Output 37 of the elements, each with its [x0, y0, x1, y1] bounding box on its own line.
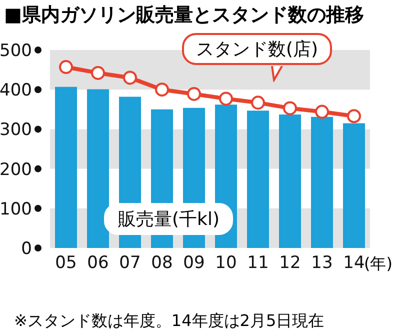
y-tick-label: 200 [0, 160, 32, 180]
x-tick-label: 14 [343, 253, 365, 274]
bar [55, 86, 77, 248]
y-tick-label: 100 [0, 199, 32, 220]
bar [279, 114, 301, 248]
series-label: 販売量(千kl) [104, 203, 234, 235]
y-tick-label: 400 [0, 80, 32, 101]
x-tick-label: 06 [87, 253, 109, 274]
bar [343, 123, 365, 248]
point [283, 101, 297, 116]
y-tick-label: 300 [0, 120, 32, 140]
x-tick-label: 13 [311, 253, 333, 274]
point [59, 60, 73, 74]
point [155, 82, 169, 97]
point [251, 96, 265, 110]
x-tick-label: 11 [247, 253, 269, 274]
text: ※スタンド数は年度。14年度は2月5日現在 [14, 311, 324, 332]
x-tick-label: 12 [279, 253, 301, 274]
x-axis-title: (年) [364, 254, 392, 275]
point [123, 70, 137, 85]
x-tick-label: 08 [151, 253, 173, 274]
y-tick-label: 0 [21, 239, 32, 259]
chart-title: ■県内ガソリン販売量とスタンド数の推移 [4, 3, 364, 28]
y-tick-label: 500 [0, 41, 32, 61]
point [219, 92, 233, 106]
x-tick-label: 09 [183, 253, 205, 274]
series-label: スタンド数(店) [182, 33, 332, 65]
point [347, 109, 361, 124]
point [187, 86, 201, 101]
point [91, 66, 105, 80]
x-tick-label: 07 [119, 253, 141, 274]
x-tick-label: 10 [215, 253, 237, 274]
bar [87, 89, 109, 248]
point [315, 104, 329, 119]
bar [247, 110, 269, 248]
bar [311, 116, 333, 248]
x-tick-label: 05 [55, 253, 77, 274]
